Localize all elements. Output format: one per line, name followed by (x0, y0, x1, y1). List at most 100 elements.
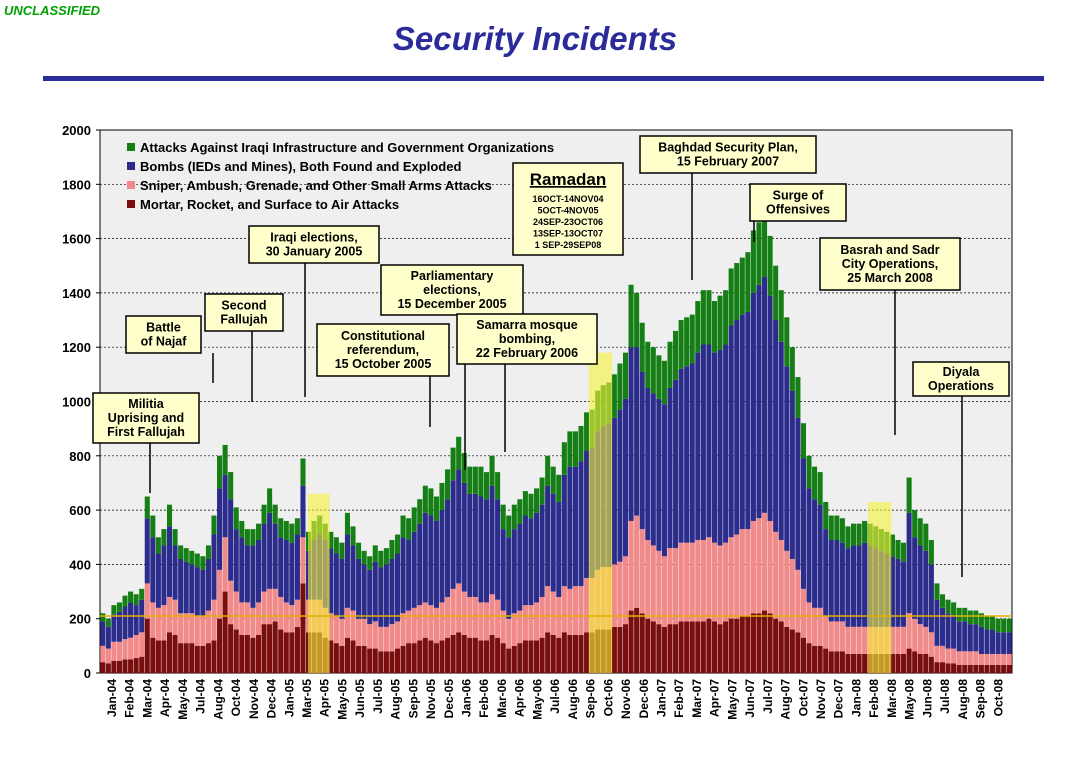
bar-segment-small_arms (828, 621, 834, 652)
bar-segment-bombs (300, 485, 306, 538)
bar-segment-infrastructure (756, 222, 762, 285)
bar-segment-mortar (639, 613, 645, 673)
bar-segment-infrastructure (517, 499, 523, 524)
ramadan-highlight (588, 352, 613, 673)
bar-segment-infrastructure (773, 265, 779, 321)
bar-segment-mortar (255, 634, 262, 673)
bar-segment-bombs (205, 558, 211, 611)
title-divider (43, 76, 1044, 81)
bar-segment-mortar (739, 615, 745, 673)
x-axis: Jan-04 Feb-04 Mar-04 Apr-04 May-04 Jul-04 Aug-… (105, 679, 1005, 720)
bar-segment-mortar (116, 660, 122, 673)
bar-segment-bombs (261, 523, 267, 592)
bar-segment-bombs (105, 626, 111, 649)
legend-swatch-bombs (127, 162, 135, 170)
bar-segment-bombs (862, 542, 868, 627)
bar-segment-bombs (584, 450, 590, 578)
bar-segment-bombs (294, 534, 300, 600)
bar-segment-infrastructure (1006, 618, 1012, 633)
bar-segment-bombs (839, 542, 845, 622)
bar-segment-mortar (278, 629, 284, 673)
bar-segment-small_arms (695, 539, 701, 622)
ramadan-highlight (867, 501, 892, 673)
bar-segment-infrastructure (923, 523, 929, 551)
bar-segment-mortar (172, 634, 178, 673)
bar-segment-bombs (789, 390, 795, 559)
bar-segment-small_arms (467, 596, 473, 638)
bar-segment-infrastructure (789, 347, 795, 391)
bar-segment-infrastructure (578, 425, 584, 462)
bar-segment-mortar (695, 621, 701, 673)
bar-segment-mortar (406, 643, 412, 673)
bar-segment-small_arms (556, 596, 562, 638)
annotation-text: Second (221, 299, 266, 313)
legend-swatch-mortar (127, 200, 135, 208)
bar-segment-small_arms (906, 613, 912, 649)
bar-segment-small_arms (144, 583, 150, 619)
bar-segment-infrastructure (739, 257, 745, 315)
bar-segment-mortar (856, 654, 862, 673)
bar-segment-mortar (806, 643, 812, 673)
bar-segment-small_arms (478, 602, 484, 641)
bar-segment-small_arms (522, 605, 528, 641)
bar-segment-small_arms (734, 534, 740, 619)
bar-segment-small_arms (495, 599, 501, 638)
classification-label: UNCLASSIFIED (4, 3, 101, 18)
x-tick-label: Dec-07 (832, 679, 846, 719)
bar-segment-small_arms (784, 550, 790, 627)
bar-segment-small_arms (361, 618, 367, 646)
bar-segment-small_arms (728, 537, 734, 619)
bar-segment-mortar (356, 645, 362, 673)
x-tick-label: Jul-06 (548, 679, 562, 714)
bar-segment-bombs (728, 325, 734, 538)
bar-segment-small_arms (272, 588, 278, 622)
bar-segment-mortar (578, 634, 584, 673)
bar-segment-infrastructure (150, 515, 156, 538)
bar-segment-small_arms (428, 605, 434, 641)
bar-segment-small_arms (194, 615, 200, 646)
bar-segment-bombs (739, 314, 745, 530)
x-tick-label: Mar-06 (495, 679, 509, 718)
bar-segment-small_arms (278, 596, 284, 630)
bar-segment-mortar (289, 632, 295, 673)
ramadan-highlight (307, 493, 330, 673)
annotation-text: of Najaf (141, 335, 188, 349)
bar-segment-mortar (166, 632, 173, 673)
bar-segment-mortar (189, 643, 195, 673)
bar-segment-bombs (700, 344, 706, 540)
bar-segment-infrastructure (172, 529, 178, 546)
bar-segment-infrastructure (795, 377, 801, 418)
x-tick-label: Nov-05 (424, 679, 438, 719)
bar-segment-small_arms (517, 610, 523, 644)
bar-segment-mortar (339, 645, 345, 673)
bar-segment-small_arms (461, 591, 467, 635)
bar-segment-small_arms (773, 531, 779, 619)
bar-segment-bombs (116, 611, 122, 642)
bar-segment-mortar (422, 637, 428, 673)
bar-segment-bombs (506, 537, 512, 619)
bar-segment-mortar (111, 660, 117, 673)
bar-segment-infrastructure (906, 477, 912, 513)
bar-segment-bombs (150, 537, 156, 603)
bar-segment-bombs (272, 523, 278, 589)
bar-segment-small_arms (678, 542, 684, 622)
page-title: Security Incidents (392, 20, 678, 57)
bar-segment-bombs (283, 539, 289, 603)
bar-segment-bombs (856, 545, 862, 627)
bar-segment-bombs (111, 614, 117, 642)
bar-segment-small_arms (928, 632, 934, 657)
bar-segment-bombs (522, 515, 528, 606)
x-tick-label: Dec-06 (637, 679, 651, 719)
bar-segment-infrastructure (194, 553, 200, 568)
annotation-box (316, 323, 450, 377)
bar-segment-small_arms (189, 613, 195, 644)
stacked-bars (100, 214, 1012, 673)
bar-segment-mortar (378, 651, 384, 673)
bar-segment-mortar (561, 632, 567, 673)
bar-segment-bombs (912, 537, 918, 619)
bar-segment-small_arms (378, 626, 384, 652)
bar-segment-small_arms (1006, 654, 1012, 665)
bar-segment-small_arms (856, 626, 862, 654)
bar-segment-bombs (923, 550, 929, 627)
bar-segment-mortar (700, 621, 706, 673)
